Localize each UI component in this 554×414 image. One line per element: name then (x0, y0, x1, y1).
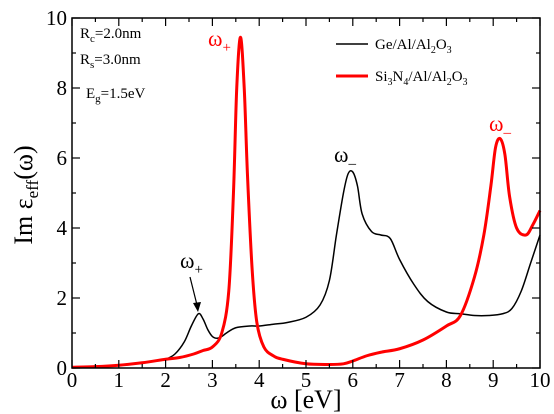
ticks-layer: 0 1 2 3 4 5 6 7 8 9 10 0 2 4 6 8 10 (46, 6, 551, 392)
param-rs: Rs=3.0nm (80, 52, 141, 71)
y-tick-label: 8 (57, 76, 68, 100)
y-tick-label: 6 (57, 146, 68, 170)
param-rc: Rc=2.0nm (80, 26, 142, 45)
x-tick-label: 2 (160, 368, 171, 392)
y-tick-label: 2 (57, 286, 68, 310)
x-tick-label: 7 (394, 368, 405, 392)
x-tick-label: 10 (530, 368, 551, 392)
y-axis-title: Im εeff(ω) (9, 145, 42, 244)
x-tick-label: 9 (488, 368, 499, 392)
y-tick-label: 10 (46, 6, 67, 30)
y-tick-label: 4 (57, 216, 68, 240)
x-tick-label: 3 (207, 368, 218, 392)
annotation-arrow-line (189, 276, 198, 306)
x-tick-label: 8 (441, 368, 452, 392)
x-tick-label: 0 (67, 368, 78, 392)
param-eg: Eg=1.5eV (86, 86, 146, 105)
x-tick-label: 6 (348, 368, 359, 392)
annotation-omega-plus-red: ω+ (208, 26, 231, 56)
x-tick-label: 1 (114, 368, 125, 392)
legend-label-ge: Ge/Al/Al2O3 (375, 37, 452, 56)
annotation-arrow-head (193, 302, 201, 312)
series-line-ge (71, 169, 541, 369)
y-tick-label: 0 (57, 356, 68, 380)
legend: Ge/Al/Al2O3 Si3N4/Al/Al2O3 (336, 37, 468, 88)
series-layer (71, 35, 542, 369)
annotation-omega-minus-black: ω– (334, 142, 356, 172)
parameter-box: Rc=2.0nm Rs=3.0nm Eg=1.5eV (80, 26, 146, 105)
series-line-si3n4 (71, 35, 542, 369)
x-tick-label: 4 (254, 368, 265, 392)
legend-label-si3n4: Si3N4/Al/Al2O3 (375, 69, 468, 88)
x-tick-label: 5 (301, 368, 312, 392)
annotation-omega-plus-black: ω+ (180, 248, 203, 312)
annotation-omega-plus-black-label: ω+ (180, 248, 203, 278)
annotation-omega-minus-red: ω– (489, 111, 511, 141)
x-axis-title: ω [eV] (270, 385, 341, 414)
